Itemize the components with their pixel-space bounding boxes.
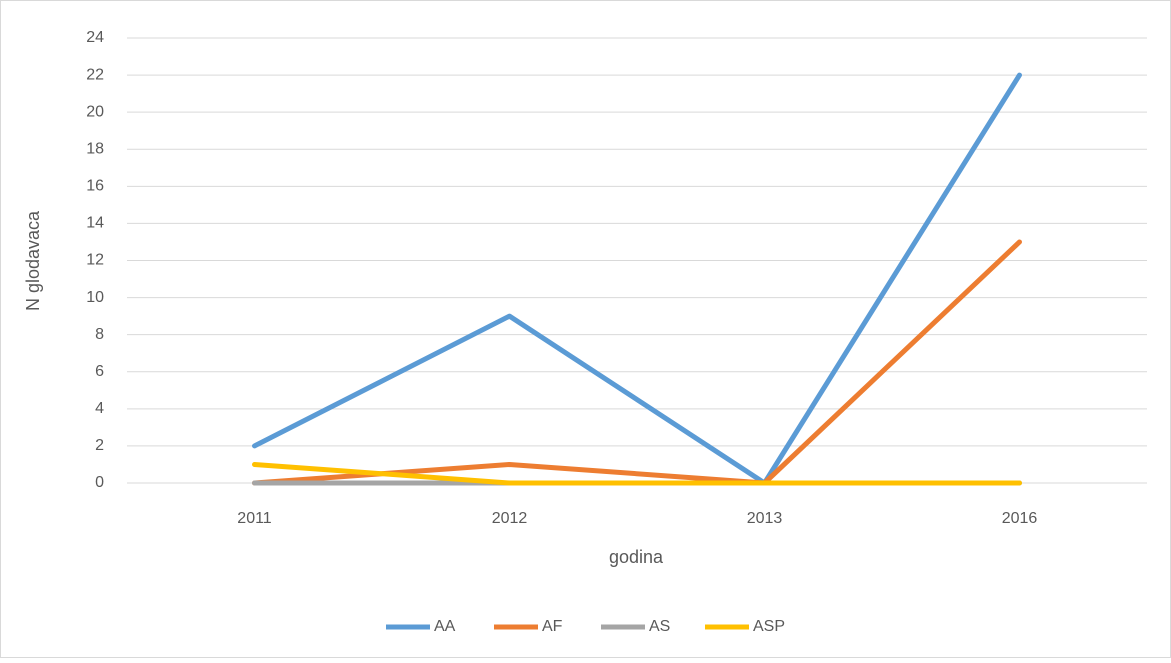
y-tick-label: 0 <box>95 474 104 491</box>
y-tick-label: 4 <box>95 400 104 417</box>
y-tick-label: 2 <box>95 437 104 454</box>
y-tick-label: 14 <box>86 215 104 232</box>
y-tick-label: 12 <box>86 252 104 269</box>
y-tick-label: 10 <box>86 289 104 306</box>
x-axis-label: godina <box>609 547 664 567</box>
legend-label: AS <box>649 618 670 635</box>
x-tick-label: 2016 <box>1002 510 1038 527</box>
y-tick-label: 20 <box>86 103 104 120</box>
legend-label: AF <box>542 618 563 635</box>
y-tick-label: 8 <box>95 326 104 343</box>
x-tick-label: 2011 <box>237 510 272 527</box>
x-tick-label: 2013 <box>747 510 783 527</box>
legend-label: AA <box>434 618 456 635</box>
y-tick-label: 22 <box>86 66 104 83</box>
y-axis-label: N glodavaca <box>23 210 43 311</box>
y-tick-label: 24 <box>86 29 104 46</box>
line-series <box>252 72 1022 486</box>
y-tick-label: 16 <box>86 178 104 195</box>
y-tick-label: 18 <box>86 140 104 157</box>
legend-label: ASP <box>753 618 785 635</box>
line-series <box>252 461 1022 486</box>
y-tick-label: 6 <box>95 363 104 380</box>
x-tick-label: 2012 <box>492 510 528 527</box>
